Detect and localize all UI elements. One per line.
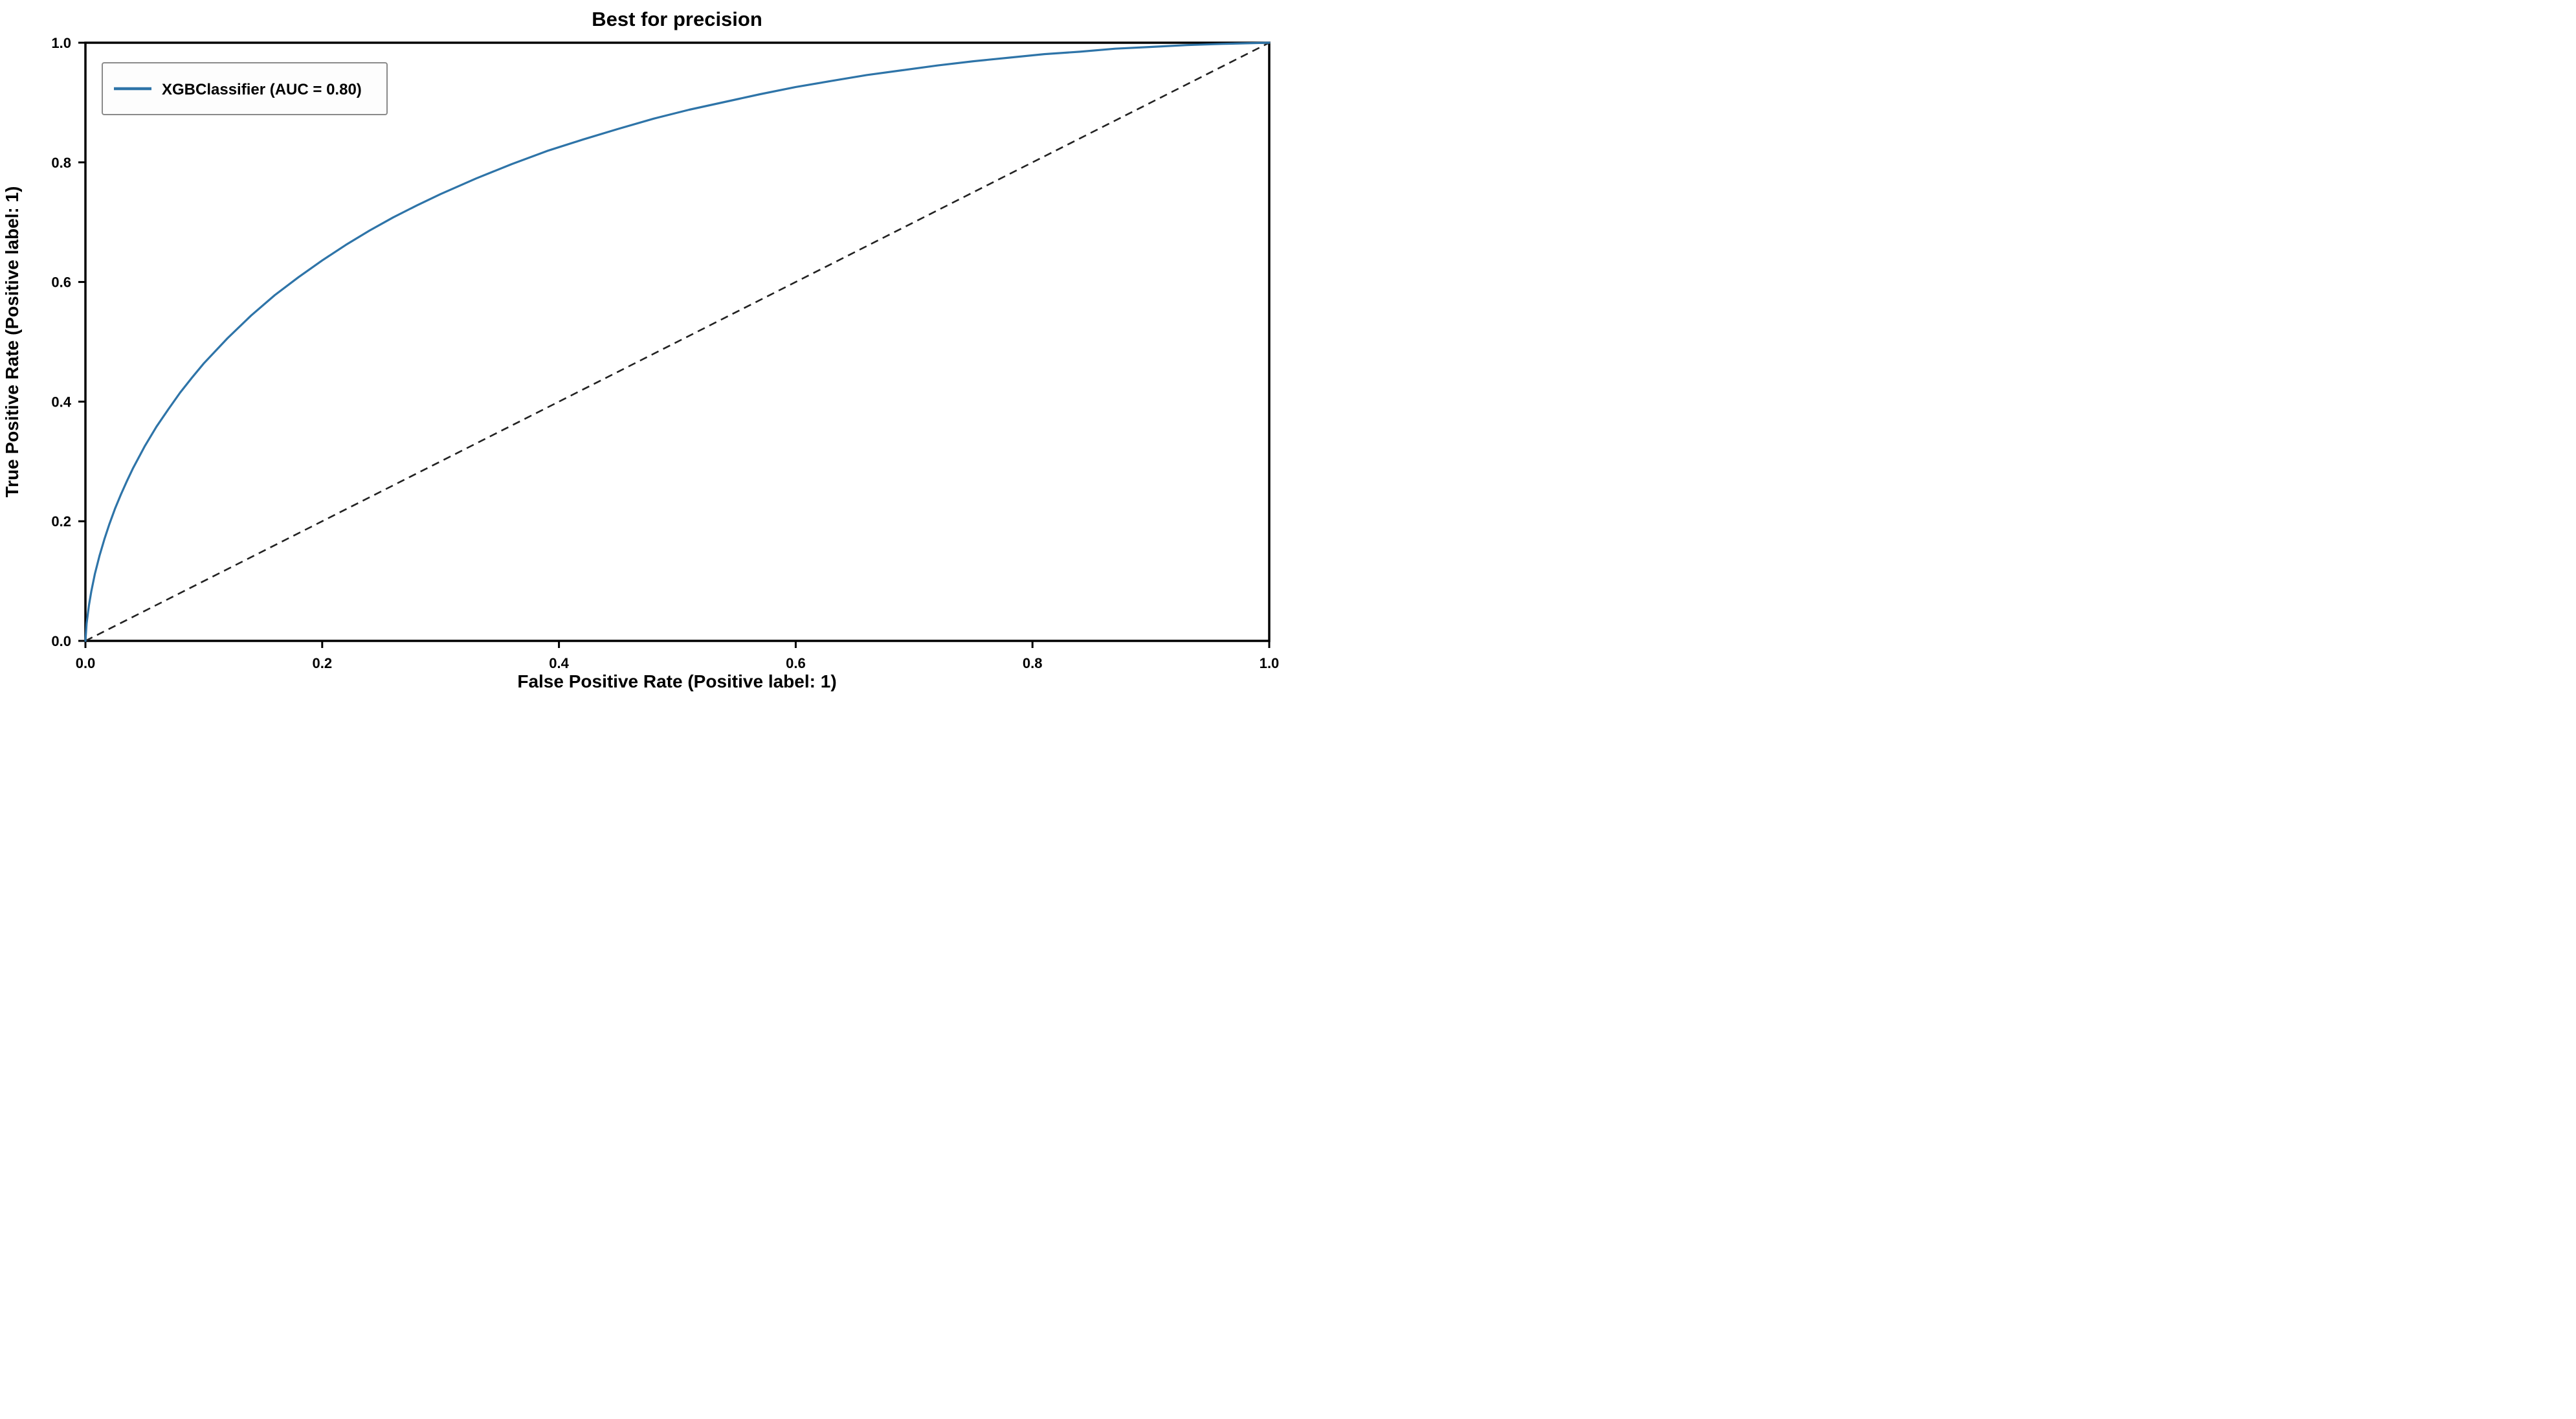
x-tick-label: 0.4	[549, 655, 569, 671]
x-tick-label: 0.8	[1023, 655, 1043, 671]
legend: XGBClassifier (AUC = 0.80)	[102, 62, 388, 115]
y-tick-label: 0.6	[51, 274, 71, 291]
x-tick-label: 1.0	[1260, 655, 1280, 671]
x-axis-ticks: 0.0 0.2 0.4 0.6 0.8 1.0	[76, 641, 1280, 671]
x-tick-label: 0.0	[76, 655, 96, 671]
y-tick-label: 0.0	[51, 633, 71, 649]
legend-box	[102, 62, 388, 115]
roc-chart-canvas: 0.0 0.2 0.4 0.6 0.8 1.0 0.0 0.2 0.4 0.6 0.8 1.0 Be…	[2, 8, 1280, 691]
x-axis-label: False Positive Rate (Positive label: 1)	[517, 671, 836, 691]
chance-diagonal-line	[85, 41, 1270, 642]
x-tick-label: 0.2	[313, 655, 333, 671]
y-axis-ticks: 0.0 0.2 0.4 0.6 0.8 1.0	[51, 35, 85, 649]
roc-chart-figure: 0.0 0.2 0.4 0.6 0.8 1.0 0.0 0.2 0.4 0.6 0.8 1.0 Be…	[0, 0, 1288, 710]
y-tick-label: 0.4	[51, 394, 71, 410]
x-tick-label: 0.6	[786, 655, 806, 671]
y-tick-label: 0.8	[51, 155, 71, 171]
y-axis-label: True Positive Rate (Positive label: 1)	[2, 186, 22, 498]
y-tick-label: 0.2	[51, 513, 71, 530]
chart-title: Best for precision	[592, 8, 762, 30]
roc-curve-line	[84, 41, 1271, 642]
legend-label: XGBClassifier (AUC = 0.80)	[162, 81, 362, 98]
y-tick-label: 1.0	[51, 35, 71, 51]
